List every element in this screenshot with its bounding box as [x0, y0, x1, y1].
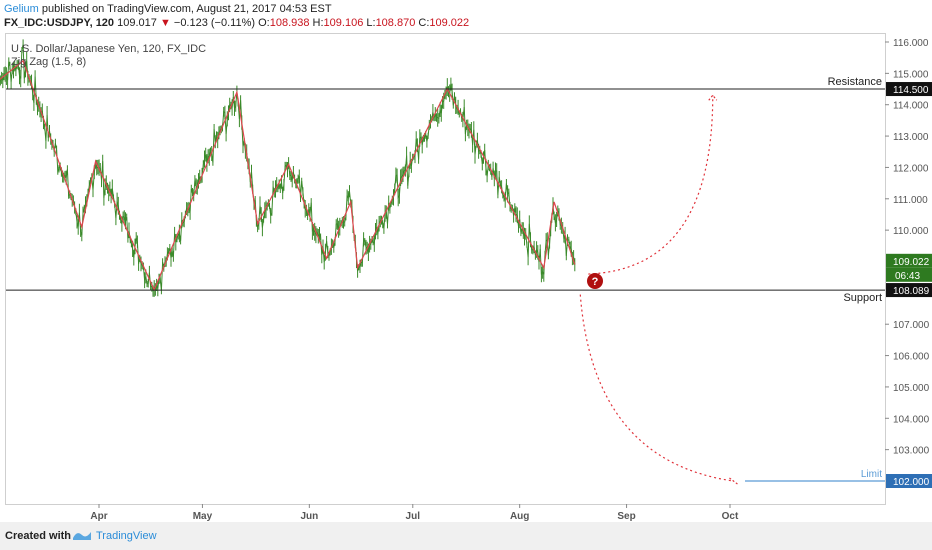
resistance-price-label: 114.500 [893, 85, 929, 96]
limit-price-tag [886, 474, 932, 488]
footer-bar: Created with TradingView [0, 522, 932, 550]
time-axis-label: May [193, 511, 213, 522]
price-axis-tick-label: 103.000 [893, 446, 930, 457]
open-value: 108.938 [269, 17, 310, 29]
low-label: L: [366, 17, 376, 29]
zigzag-line [0, 59, 576, 292]
close-label: C: [418, 17, 430, 29]
chart-canvas[interactable]: 116.000 115.000 114.000 113.000 112.000 111.0… [0, 0, 932, 522]
low-value: 108.870 [375, 17, 416, 29]
resistance-label: Resistance [828, 76, 882, 88]
support-label: Support [843, 292, 882, 304]
price-axis-tick-label: 114.000 [893, 101, 929, 112]
price-axis-tick-label: 105.000 [893, 383, 930, 394]
price-change: −0.123 (−0.11%) [173, 17, 256, 29]
projection-arc-up [588, 95, 714, 275]
time-axis-label: Oct [722, 511, 739, 522]
publish-line: Gelium published on TradingView.com, Aug… [4, 3, 332, 15]
countdown-label: 06:43 [895, 271, 920, 282]
tradingview-logo-icon [73, 532, 91, 540]
price-axis-tick-label: 104.000 [893, 414, 930, 425]
time-axis-label: Jun [300, 511, 318, 522]
projection-arrowhead-icon [729, 477, 738, 485]
time-axis-label: Aug [510, 511, 529, 522]
chart-pane[interactable] [5, 33, 886, 505]
time-axis-label: Apr [90, 511, 107, 522]
price-axis-tick-label: 116.000 [893, 38, 929, 49]
last-price: 109.017 [117, 17, 157, 29]
high-label: H: [312, 17, 324, 29]
question-marker-icon [587, 273, 603, 289]
last-price-tag [886, 253, 932, 268]
high-value: 109.106 [323, 17, 364, 29]
close-value: 109.022 [429, 17, 470, 29]
price-axis-tick-label: 115.000 [893, 69, 929, 80]
symbol: FX_IDC:USDJPY, 120 [4, 17, 115, 29]
author-link[interactable]: Gelium [4, 3, 39, 15]
support-price-label: 108.089 [893, 286, 930, 297]
created-with-text: Created with [5, 530, 72, 542]
countdown-tag [886, 267, 932, 282]
published-text: published on TradingView.com, August 21,… [38, 3, 332, 15]
projection-arc-down [579, 294, 734, 482]
limit-price-label: 102.000 [893, 477, 930, 488]
time-axis-label: Jul [406, 511, 421, 522]
chart-header: Gelium published on TradingView.com, Aug… [0, 0, 932, 32]
legend-title: U.S. Dollar/Japanese Yen, 120, FX_IDC [11, 43, 207, 55]
open-label: O: [258, 17, 270, 29]
ohlc-line: FX_IDC:USDJPY, 120 109.017 ▼ −0.123 (−0.… [4, 17, 469, 29]
tradingview-brand[interactable]: TradingView [96, 530, 157, 542]
resistance-price-tag [886, 82, 932, 97]
price-axis-tick-label: 110.000 [893, 226, 929, 237]
price-axis-tick-label: 112.000 [893, 163, 929, 174]
time-axis-label: Sep [617, 511, 635, 522]
price-axis-tick-label: 113.000 [893, 132, 929, 143]
price-axis-tick-label: 111.000 [893, 195, 928, 206]
limit-label: Limit [861, 469, 882, 480]
last-price-label: 109.022 [893, 257, 930, 268]
legend-indicator: Zig Zag (1.5, 8) [11, 56, 87, 68]
support-price-tag [886, 283, 932, 298]
down-arrow-icon: ▼ [159, 17, 171, 29]
question-marker-text: ? [592, 276, 599, 288]
price-axis-tick-label: 107.000 [893, 320, 930, 331]
price-axis-tick-label: 106.000 [893, 352, 930, 363]
